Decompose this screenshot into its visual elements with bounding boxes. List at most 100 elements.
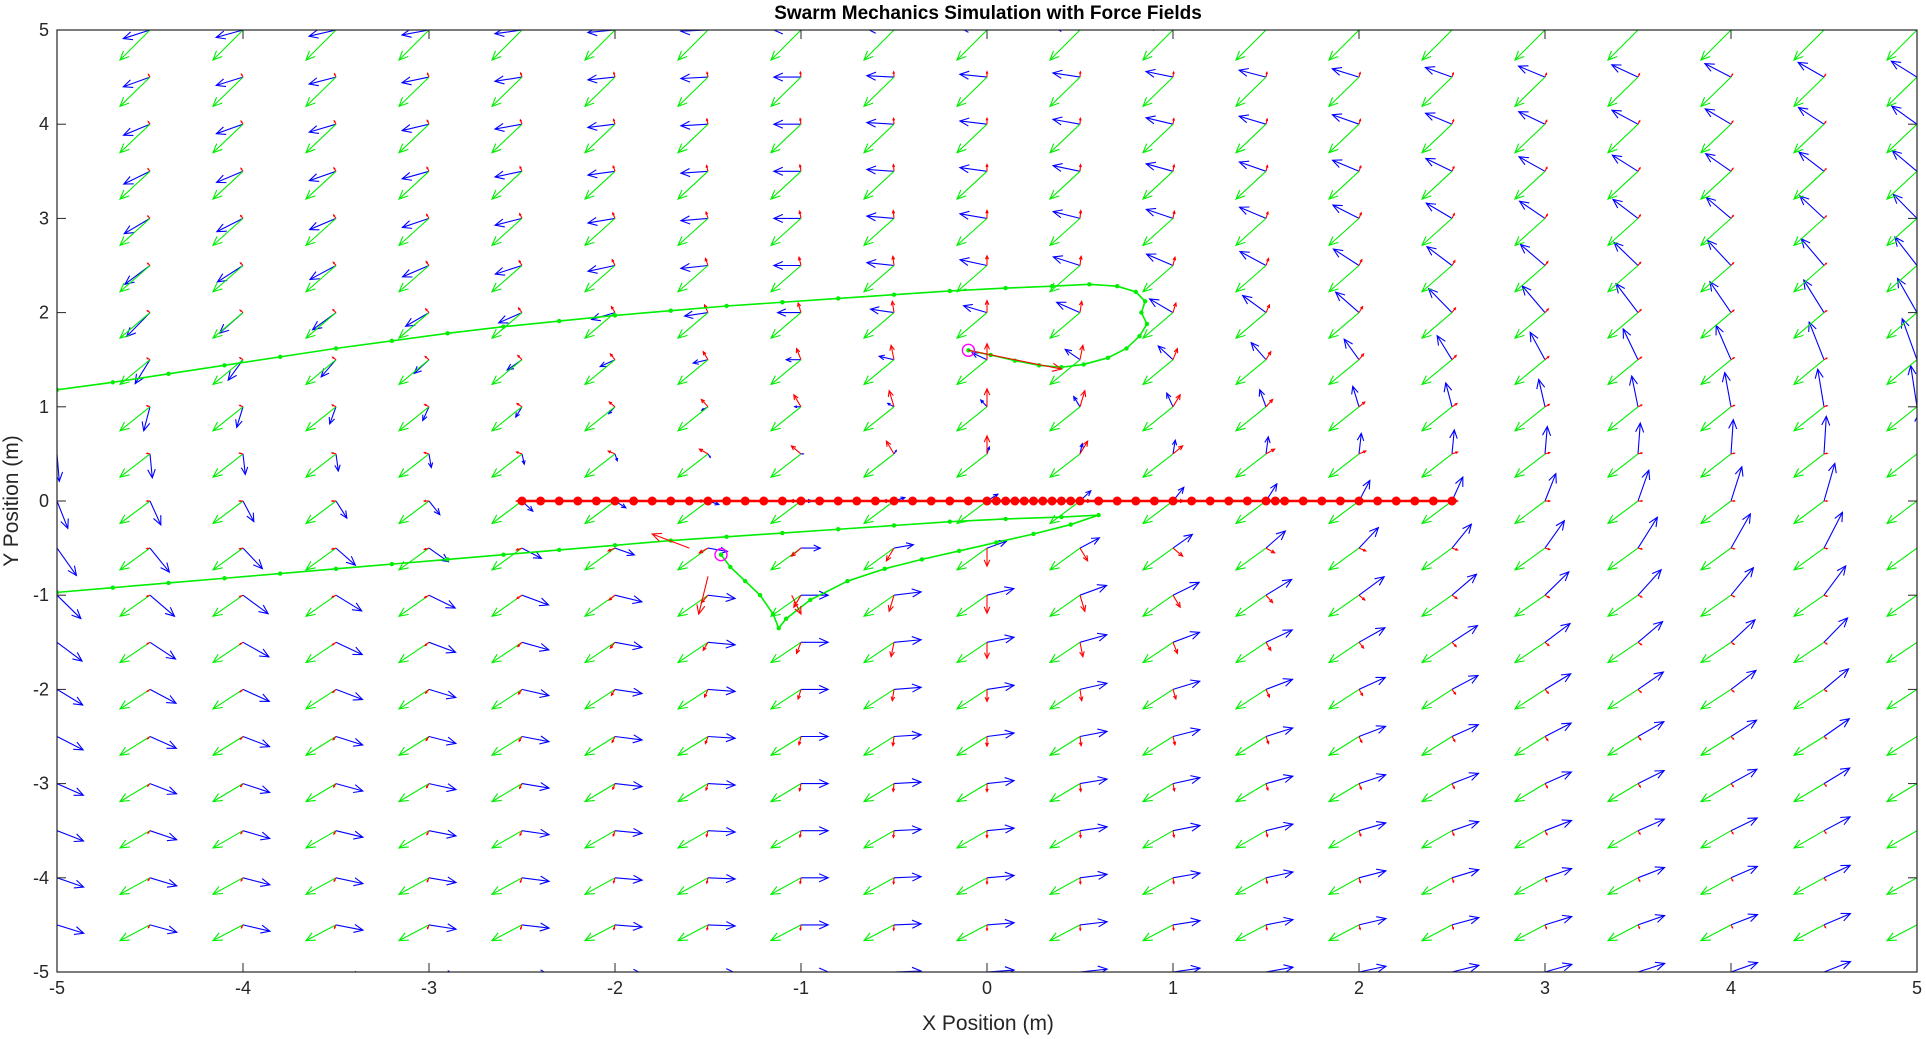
field-arrow-red-head [698,448,704,453]
field-arrow-green [1264,971,1266,972]
field-arrow-red-head [55,169,56,170]
field-arrow-green [1606,783,1639,803]
field-arrow-green-head [1420,561,1432,571]
field-arrow-blue-shaft [1823,512,1843,549]
field-arrow-blue [134,359,151,385]
field-arrow-green-head [1886,143,1897,154]
field-arrow-red-head [706,927,709,932]
field-arrow-red [887,389,895,407]
field-arrow-blue-head [340,510,348,520]
field-arrow-green [1048,924,1081,942]
field-arrow-blue [707,733,737,743]
field-arrow-red-head [1918,216,1919,217]
field-arrow-green-head [1048,561,1060,571]
field-arrow-green-shaft [491,312,523,339]
field-arrow-red-head [1078,928,1082,932]
field-arrow-red-head [519,927,523,931]
field-arrow-red-head [1732,404,1736,407]
field-arrow-green-shaft [1886,265,1917,293]
trajectory-point [947,519,952,524]
field-arrow-blue-head [1839,717,1851,728]
field-arrow-green-shaft [491,30,523,61]
field-arrow-red-head [1918,690,1919,691]
field-arrow-blue [1890,60,1917,78]
field-arrow-blue-head [1834,511,1844,523]
field-arrow-blue-shaft [1544,771,1572,785]
field-arrow-blue-shaft [1622,328,1639,360]
field-arrow-green-head [490,839,502,849]
field-arrow-red-head [1918,311,1919,312]
field-arrow-red [422,499,429,503]
field-arrow-green [863,217,895,247]
field-arrow-blue-shaft [893,828,922,832]
field-arrow-green-head [1420,653,1432,664]
field-arrow-green-shaft [1235,688,1267,710]
field-arrow-red [1451,259,1456,266]
field-arrow-green-shaft [1886,688,1917,710]
field-arrow-blue-shaft [1704,108,1732,125]
field-arrow-green-head [1886,236,1897,247]
field-arrow-green-head [1048,653,1060,664]
trajectory-point [780,530,785,536]
field-arrow-red-head [55,216,56,217]
field-arrow-green [1048,359,1081,386]
field-arrow-blue [979,398,988,408]
field-arrow-blue [149,783,178,795]
field-arrow-blue-shaft [1145,117,1174,125]
field-arrow-blue-shaft [1544,520,1565,549]
field-arrow-green-head [1513,839,1525,849]
field-arrow-blue-head [1425,245,1437,256]
field-arrow-green-shaft [584,547,616,571]
field-arrow-green-head [769,700,781,710]
field-arrow-green-head [1327,328,1339,339]
field-arrow-red-head [517,691,521,696]
field-arrow-green-shaft [1049,924,1081,942]
field-arrow-blue [1265,726,1295,738]
field-arrow-blue [1544,570,1570,596]
field-arrow-green-shaft [863,453,895,478]
field-arrow-blue-head [401,269,413,278]
field-arrow-red [705,164,709,172]
field-arrow-red-head [515,402,520,406]
field-arrow-blue-head [987,445,991,450]
field-arrow-blue-head [1004,966,1016,972]
field-arrow-green-head [1234,653,1246,664]
field-arrow-red [704,736,709,745]
field-arrow-red [1172,393,1181,408]
field-arrow-green-shaft [491,265,523,293]
field-arrow-blue-shaft [402,170,430,180]
field-arrow-blue-shaft [123,123,151,136]
field-arrow-green [491,170,523,200]
field-arrow-red-head [1452,259,1456,263]
field-arrow-blue-shaft [1637,915,1665,926]
field-arrow-red-head [1455,451,1459,454]
field-arrow-green [862,359,895,386]
field-arrow-green-head [1420,700,1432,710]
field-arrow-green-head [397,700,409,710]
field-arrow-green [212,123,244,154]
field-arrow-red-head [611,739,615,744]
field-arrow-green-head [27,840,37,848]
field-arrow-blue-head [1561,914,1574,924]
field-arrow-green [677,30,709,61]
field-arrow-red-head [333,832,336,836]
field-arrow-blue-shaft [401,76,430,84]
field-arrow-green-shaft [706,971,708,972]
field-arrow-green [118,500,151,525]
field-arrow-green-head [118,282,130,293]
field-arrow-green-head [1048,932,1060,942]
field-arrow-blue-shaft [959,166,988,172]
field-arrow-red [1358,736,1363,744]
field-arrow-green [1886,170,1917,200]
field-arrow-green-shaft [398,76,430,107]
y-tick-label: 2 [39,303,49,323]
field-arrow-red-head [985,834,989,839]
field-arrow-blue [214,76,244,88]
field-arrow-blue-shaft [587,217,616,224]
field-arrow-red [425,736,430,742]
field-arrow-red [1451,71,1455,78]
field-arrow-blue-shaft [1916,546,1917,549]
field-arrow-blue-head [725,592,737,602]
field-arrow-green [770,123,802,154]
field-arrow-blue-head [958,70,970,80]
